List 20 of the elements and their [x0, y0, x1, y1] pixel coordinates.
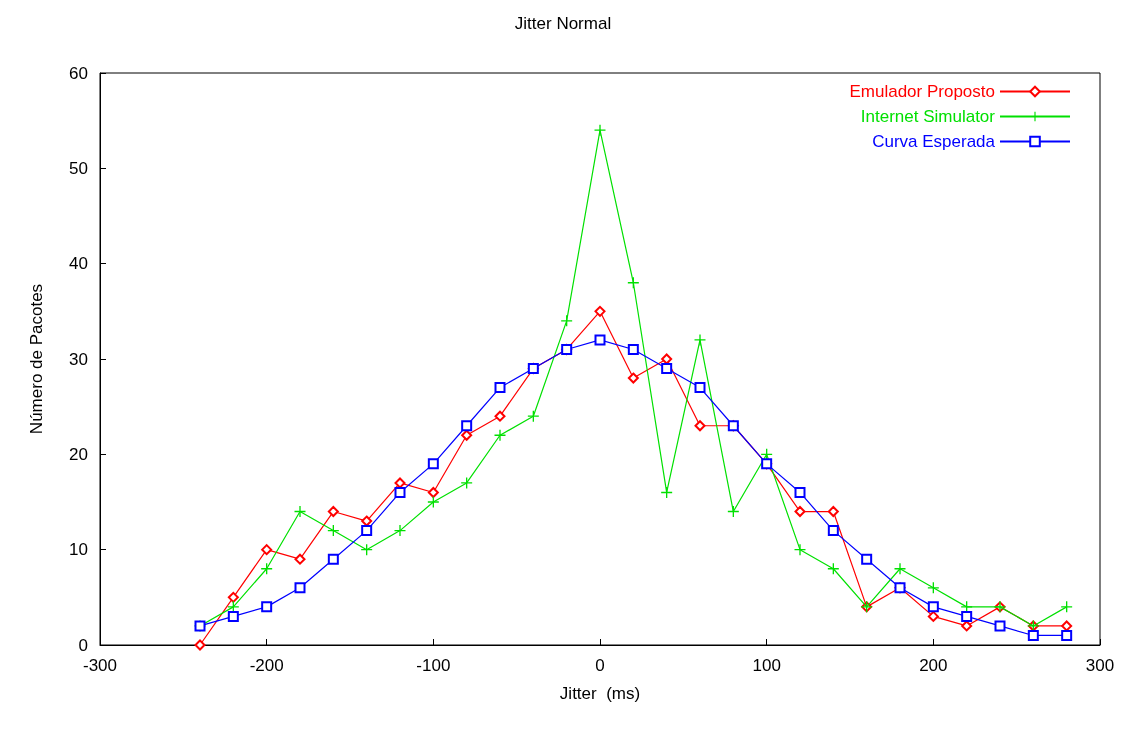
x-tick-label: 0 — [595, 656, 605, 675]
x-axis-title: Jitter (ms) — [559, 684, 641, 703]
y-tick-label: 10 — [69, 540, 88, 560]
legend-label: Internet Simulator — [860, 107, 996, 126]
x-tick-label: -300 — [82, 656, 118, 675]
legend-label: Emulador Proposto — [849, 82, 995, 101]
x-tick-label: -200 — [249, 656, 284, 675]
y-tick-label: 40 — [69, 254, 88, 274]
x-tick-label: 300 — [1085, 656, 1115, 675]
y-tick-label: 50 — [69, 158, 88, 178]
y-tick-label: 0 — [78, 635, 88, 655]
x-tick-label: -100 — [416, 656, 451, 675]
y-axis-title: Número de Pacotes — [27, 283, 46, 435]
y-tick-label: 30 — [69, 349, 88, 369]
y-tick-label: 20 — [69, 444, 88, 464]
x-tick-label: 100 — [752, 656, 781, 675]
chart-title: Jitter Normal — [514, 14, 612, 33]
y-tick-label: 60 — [69, 63, 88, 83]
x-tick-label: 200 — [919, 656, 948, 675]
legend-label: Curva Esperada — [872, 132, 996, 151]
